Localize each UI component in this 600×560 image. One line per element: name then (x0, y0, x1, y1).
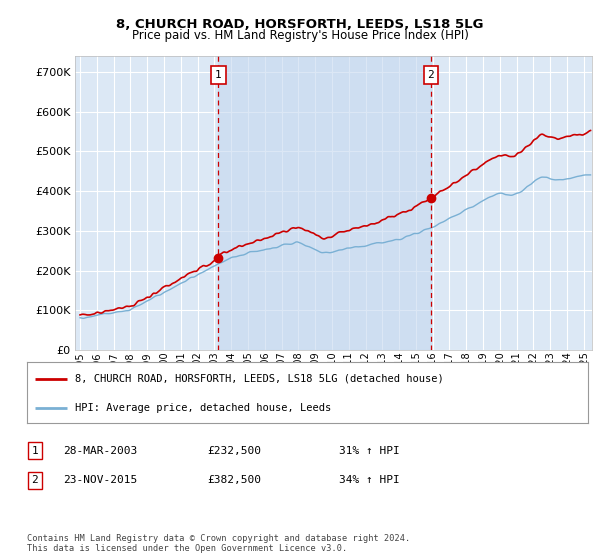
Text: Price paid vs. HM Land Registry's House Price Index (HPI): Price paid vs. HM Land Registry's House … (131, 29, 469, 42)
Text: 23-NOV-2015: 23-NOV-2015 (63, 475, 137, 486)
Text: 2: 2 (31, 475, 38, 486)
Text: £382,500: £382,500 (207, 475, 261, 486)
Text: 8, CHURCH ROAD, HORSFORTH, LEEDS, LS18 5LG (detached house): 8, CHURCH ROAD, HORSFORTH, LEEDS, LS18 5… (74, 374, 443, 384)
Text: HPI: Average price, detached house, Leeds: HPI: Average price, detached house, Leed… (74, 403, 331, 413)
Text: 8, CHURCH ROAD, HORSFORTH, LEEDS, LS18 5LG: 8, CHURCH ROAD, HORSFORTH, LEEDS, LS18 5… (116, 18, 484, 31)
Text: Contains HM Land Registry data © Crown copyright and database right 2024.
This d: Contains HM Land Registry data © Crown c… (27, 534, 410, 553)
Text: 2: 2 (428, 70, 434, 80)
Text: 31% ↑ HPI: 31% ↑ HPI (339, 446, 400, 456)
Text: 28-MAR-2003: 28-MAR-2003 (63, 446, 137, 456)
Bar (218, 56, 431, 350)
Text: 1: 1 (31, 446, 38, 456)
Text: 1: 1 (215, 70, 222, 80)
Text: £232,500: £232,500 (207, 446, 261, 456)
Text: 34% ↑ HPI: 34% ↑ HPI (339, 475, 400, 486)
